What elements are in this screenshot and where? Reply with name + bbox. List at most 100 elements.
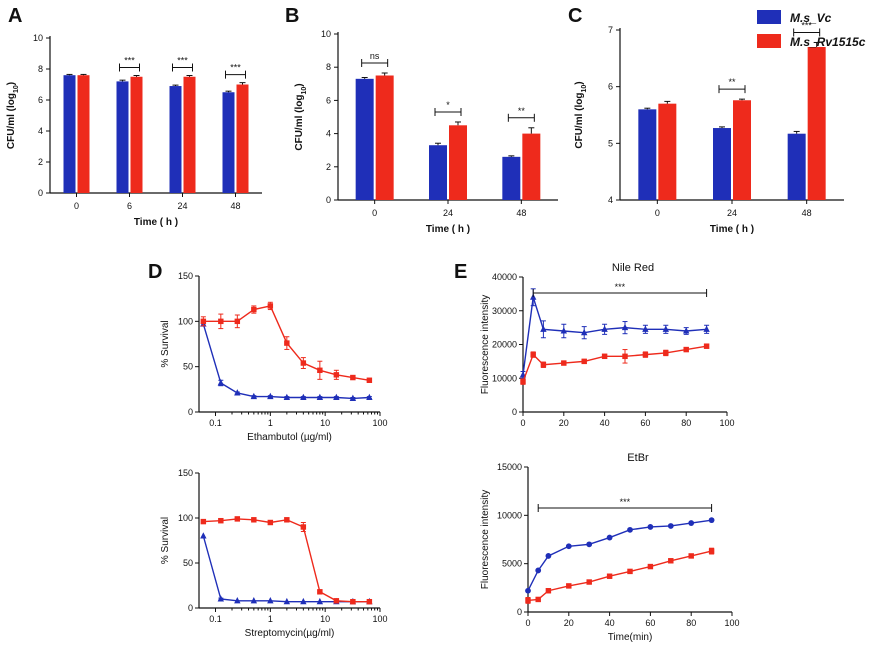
bar-rv — [658, 103, 677, 200]
data-point-circle — [535, 567, 542, 574]
chart-panel-C: C 4 5 6 7 0 24 ** 48 *** Time ( h ) CFU/ml (log10) — [568, 5, 844, 235]
legend-label-rv: M.s_Rv1515c — [790, 35, 866, 49]
legend-swatch-rv — [757, 34, 781, 48]
data-point-circle — [647, 524, 654, 530]
bar-rv — [449, 125, 467, 200]
data-point-triangle — [234, 597, 241, 604]
chart-panel-E2: EtBr 0 5000 10000 15000 0 20 40 60 80 100 *** Time(m… — [480, 452, 740, 643]
y-tick-label: 5000 — [502, 559, 522, 569]
y-tick-label: 0 — [38, 188, 43, 198]
data-point-square — [535, 596, 541, 603]
x-tick-label: 6 — [127, 201, 132, 211]
x-tick-label: 24 — [177, 201, 187, 211]
data-point-square — [622, 353, 628, 360]
y-tick-label: 10 — [33, 33, 43, 43]
bar-vc — [713, 128, 731, 200]
data-point-square — [703, 343, 710, 349]
y-tick-label: 0 — [512, 407, 517, 417]
y-tick-label: 20000 — [492, 340, 517, 350]
panel-letter: A — [8, 5, 22, 27]
data-point-triangle — [217, 595, 225, 602]
panel-letter: B — [285, 5, 299, 27]
bar-vc — [787, 133, 806, 200]
x-tick-label: 48 — [516, 208, 526, 218]
y-tick-label: 10000 — [497, 510, 522, 520]
x-tick-label: 1 — [268, 418, 273, 428]
data-point-square — [300, 360, 307, 366]
y-tick-label: 0 — [326, 195, 331, 205]
chart-panel-D2: 0 50 100 150 0.1 1 10 100 Streptomycin(µg/ml) % S… — [160, 468, 388, 639]
data-point-square — [300, 524, 307, 530]
data-point-circle — [627, 526, 633, 533]
x-tick-label: 20 — [559, 418, 569, 428]
y-tick-label: 150 — [178, 271, 193, 281]
data-point-triangle — [316, 597, 324, 605]
data-point-square — [545, 588, 552, 594]
data-point-triangle — [601, 325, 608, 332]
bar-rv — [77, 75, 90, 193]
data-point-triangle — [267, 597, 274, 604]
bar-rv — [733, 100, 751, 200]
data-point-square — [366, 377, 373, 383]
data-point-square — [540, 362, 547, 368]
data-point-triangle — [234, 389, 241, 396]
y-tick-label: 5 — [608, 138, 613, 148]
bar-rv — [522, 133, 541, 200]
data-point-triangle — [642, 325, 649, 332]
data-point-square — [647, 563, 654, 570]
series-line-rv — [527, 550, 712, 602]
data-point-square — [267, 519, 274, 526]
data-point-square — [601, 353, 608, 360]
data-point-square — [530, 351, 536, 358]
y-axis-title: % Survival — [160, 517, 171, 564]
series-line-rv — [203, 518, 370, 603]
series-line-vc — [522, 297, 707, 375]
y-tick-label: 0 — [188, 407, 193, 417]
bar-vc — [63, 75, 76, 193]
data-point-square — [333, 372, 340, 378]
significance-label: ** — [728, 77, 736, 87]
x-tick-label: 80 — [681, 418, 691, 428]
data-point-square — [561, 360, 567, 366]
x-axis-title: Time(min) — [608, 632, 653, 643]
data-point-circle — [545, 553, 552, 559]
y-axis-title: Fluorescence intensity — [480, 295, 491, 395]
x-axis-title: Time ( h ) — [710, 224, 754, 235]
data-point-square — [267, 303, 274, 309]
significance-label: ns — [370, 51, 380, 61]
data-point-square — [350, 374, 356, 381]
data-point-circle — [586, 541, 593, 548]
y-tick-label: 6 — [608, 82, 613, 92]
data-point-triangle — [683, 327, 690, 334]
data-point-square — [683, 346, 689, 353]
bar-vc — [429, 145, 447, 200]
y-axis-title: CFU/ml (log10) — [6, 82, 20, 149]
x-tick-label: 100 — [372, 614, 387, 624]
data-point-square — [566, 583, 572, 589]
data-point-square — [218, 318, 224, 325]
data-point-square — [317, 589, 323, 595]
x-axis-title: Time ( h ) — [134, 217, 178, 228]
y-tick-label: 0 — [517, 607, 522, 617]
x-tick-label: 40 — [600, 418, 610, 428]
series-line-vc — [202, 323, 370, 400]
y-tick-label: 50 — [183, 558, 193, 568]
data-point-square — [581, 358, 587, 365]
x-tick-label: 20 — [564, 618, 574, 628]
data-point-square — [234, 516, 241, 522]
significance-label: * — [446, 100, 450, 110]
x-tick-label: 0 — [74, 201, 79, 211]
y-tick-label: 8 — [326, 62, 331, 72]
data-point-square — [606, 573, 613, 579]
chart-panel-E1: E Nile Red 0 10000 20000 30000 40000 0 20 40 60 80 1… — [454, 261, 735, 428]
series-line-vc — [527, 519, 712, 592]
data-point-square — [218, 517, 224, 524]
data-point-square — [627, 568, 633, 575]
series-line-rv — [522, 345, 707, 382]
bar-vc — [222, 92, 235, 193]
y-axis-title: Fluorescence intensity — [480, 490, 491, 590]
data-point-triangle — [250, 597, 258, 604]
data-point-square — [520, 378, 526, 385]
data-point-triangle — [200, 532, 207, 539]
data-point-square — [200, 518, 207, 525]
